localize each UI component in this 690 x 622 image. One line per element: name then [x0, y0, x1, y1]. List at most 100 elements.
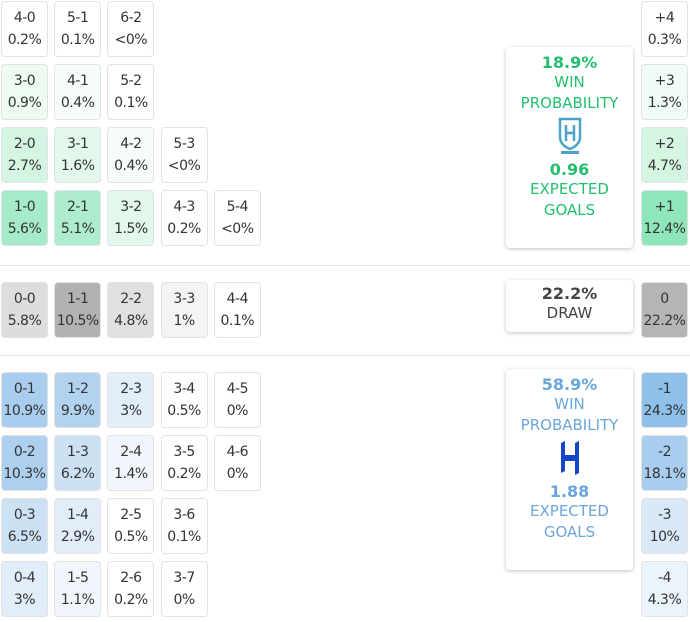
score: 2-5 — [120, 507, 142, 523]
away-card: 58.9% WIN PROBABILITY 1.88 EXPECTED GOAL… — [506, 369, 633, 570]
score: 1-4 — [67, 507, 89, 523]
score-cell: 0-0 5.8% — [1, 282, 48, 338]
probability: 4.8% — [114, 313, 148, 329]
probability: <0% — [114, 32, 148, 48]
probability: 1.5% — [114, 221, 148, 237]
probability: 0% — [226, 466, 249, 482]
draw-label: DRAW — [546, 304, 593, 322]
score: 3-7 — [173, 570, 195, 586]
probability: 0.1% — [114, 95, 148, 111]
score-cell: 2-6 0.2% — [107, 561, 155, 617]
score-cell: 4-3 0.2% — [160, 190, 208, 246]
probability: <0% — [221, 221, 254, 237]
score-cell: 3-5 0.2% — [160, 435, 208, 491]
probability: 3% — [13, 592, 36, 608]
score-cell: +3 1.3% — [641, 64, 688, 120]
score: 4-2 — [120, 136, 142, 152]
score-cell: 5-1 0.1% — [54, 1, 102, 57]
probability: 1.3% — [647, 95, 682, 111]
home-win-label: WIN PROBABILITY — [520, 73, 619, 112]
score: -2 — [658, 444, 671, 460]
score: +3 — [654, 73, 675, 89]
score-cell: 1-4 2.9% — [54, 498, 102, 554]
score-cell: 6-2 <0% — [107, 1, 155, 57]
away-xg-label: EXPECTED GOALS — [530, 502, 609, 541]
score: 5-3 — [173, 136, 195, 152]
probability: 3% — [120, 403, 142, 419]
score-cell: 2-3 3% — [107, 372, 155, 428]
probability: 1.6% — [60, 158, 95, 174]
score: 0-3 — [13, 507, 36, 523]
score-cell: 2-0 2.7% — [1, 127, 48, 183]
probability: 2.7% — [7, 158, 42, 174]
probability: 4.3% — [647, 592, 682, 608]
score-cell: 0-3 6.5% — [1, 498, 48, 554]
draw-card: 22.2% DRAW — [506, 280, 633, 332]
score: 4-6 — [226, 444, 249, 460]
probability: 5.1% — [60, 221, 95, 237]
score: 2-4 — [120, 444, 142, 460]
score-cell: +2 4.7% — [641, 127, 688, 183]
score-cell: 3-1 1.6% — [54, 127, 102, 183]
away-win-probability: 58.9% — [541, 375, 598, 394]
score: +2 — [654, 136, 675, 152]
probability: 0.2% — [167, 466, 201, 482]
score-cell: 3-3 1% — [160, 282, 208, 338]
probability: 1% — [173, 313, 195, 329]
probability: 0.1% — [220, 313, 255, 329]
score-cell: 2-5 0.5% — [107, 498, 155, 554]
score: 5-2 — [120, 73, 142, 89]
score: 1-5 — [67, 570, 89, 586]
score-cell: 4-2 0.4% — [107, 127, 155, 183]
probability: 0.5% — [167, 403, 201, 419]
probability: 5.8% — [7, 313, 42, 329]
probability: 0.1% — [60, 32, 95, 48]
home-logo — [558, 117, 581, 154]
home-xg: 0.96 — [549, 160, 590, 179]
probability: 10.5% — [56, 313, 99, 329]
probability: 0.4% — [114, 158, 148, 174]
home-win-probability: 18.9% — [541, 53, 598, 72]
probability: 4.7% — [647, 158, 682, 174]
score-cell: 1-2 9.9% — [54, 372, 102, 428]
score: 4-1 — [67, 73, 89, 89]
score-cell: 4-4 0.1% — [213, 282, 261, 338]
score-cell: 0 22.2% — [641, 282, 688, 338]
score: 2-3 — [120, 381, 142, 397]
score: 3-2 — [120, 199, 142, 215]
separator — [0, 355, 690, 356]
score-cell: 4-0 0.2% — [1, 1, 48, 57]
probability: 12.4% — [643, 221, 686, 237]
probability: 10.9% — [3, 403, 46, 419]
score-cell: +4 0.3% — [641, 1, 688, 57]
score-cell: 4-1 0.4% — [54, 64, 102, 120]
probability: 5.6% — [7, 221, 42, 237]
score: 4-3 — [173, 199, 195, 215]
score-cell: 2-1 5.1% — [54, 190, 102, 246]
score-cell: 1-5 1.1% — [54, 561, 102, 617]
score-cell: -4 4.3% — [641, 561, 688, 617]
score-cell: 2-4 1.4% — [107, 435, 155, 491]
score: 3-5 — [173, 444, 195, 460]
score-cell: 3-2 1.5% — [107, 190, 155, 246]
score-cell: 0-4 3% — [1, 561, 48, 617]
score: 1-2 — [67, 381, 89, 397]
score-cell: 1-3 6.2% — [54, 435, 102, 491]
probability: 0.1% — [167, 529, 201, 545]
probability: 0.3% — [647, 32, 682, 48]
probability: 1.4% — [114, 466, 148, 482]
score: 0-1 — [13, 381, 36, 397]
score-cell: -3 10% — [641, 498, 688, 554]
home-xg-label: EXPECTED GOALS — [530, 180, 609, 219]
probability: 22.2% — [643, 313, 686, 329]
away-win-label: WIN PROBABILITY — [520, 395, 619, 434]
separator — [0, 265, 690, 266]
probability: 1.1% — [60, 592, 95, 608]
score-cell: 0-1 10.9% — [1, 372, 48, 428]
score: 3-4 — [173, 381, 195, 397]
away-xg: 1.88 — [549, 482, 590, 501]
score: 5-1 — [67, 10, 89, 26]
score: 6-2 — [120, 10, 142, 26]
score-cell: 1-0 5.6% — [1, 190, 48, 246]
